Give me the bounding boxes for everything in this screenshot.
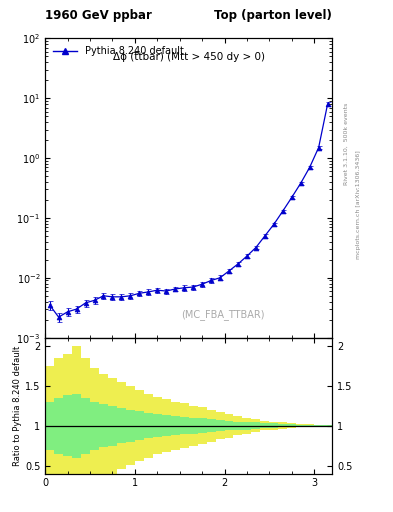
Text: Δϕ (t̅tbar) (Mtt > 450 dy > 0): Δϕ (t̅tbar) (Mtt > 450 dy > 0) <box>113 52 264 62</box>
Legend: Pythia 8.240 default: Pythia 8.240 default <box>50 43 187 59</box>
Text: (MC_FBA_TTBAR): (MC_FBA_TTBAR) <box>181 309 265 319</box>
Text: Top (parton level): Top (parton level) <box>214 9 332 22</box>
Text: Rivet 3.1.10,  500k events: Rivet 3.1.10, 500k events <box>344 102 349 184</box>
Text: 1960 GeV ppbar: 1960 GeV ppbar <box>45 9 152 22</box>
Y-axis label: Ratio to Pythia 8.240 default: Ratio to Pythia 8.240 default <box>13 346 22 466</box>
Text: mcplots.cern.ch [arXiv:1306.3436]: mcplots.cern.ch [arXiv:1306.3436] <box>356 151 361 259</box>
